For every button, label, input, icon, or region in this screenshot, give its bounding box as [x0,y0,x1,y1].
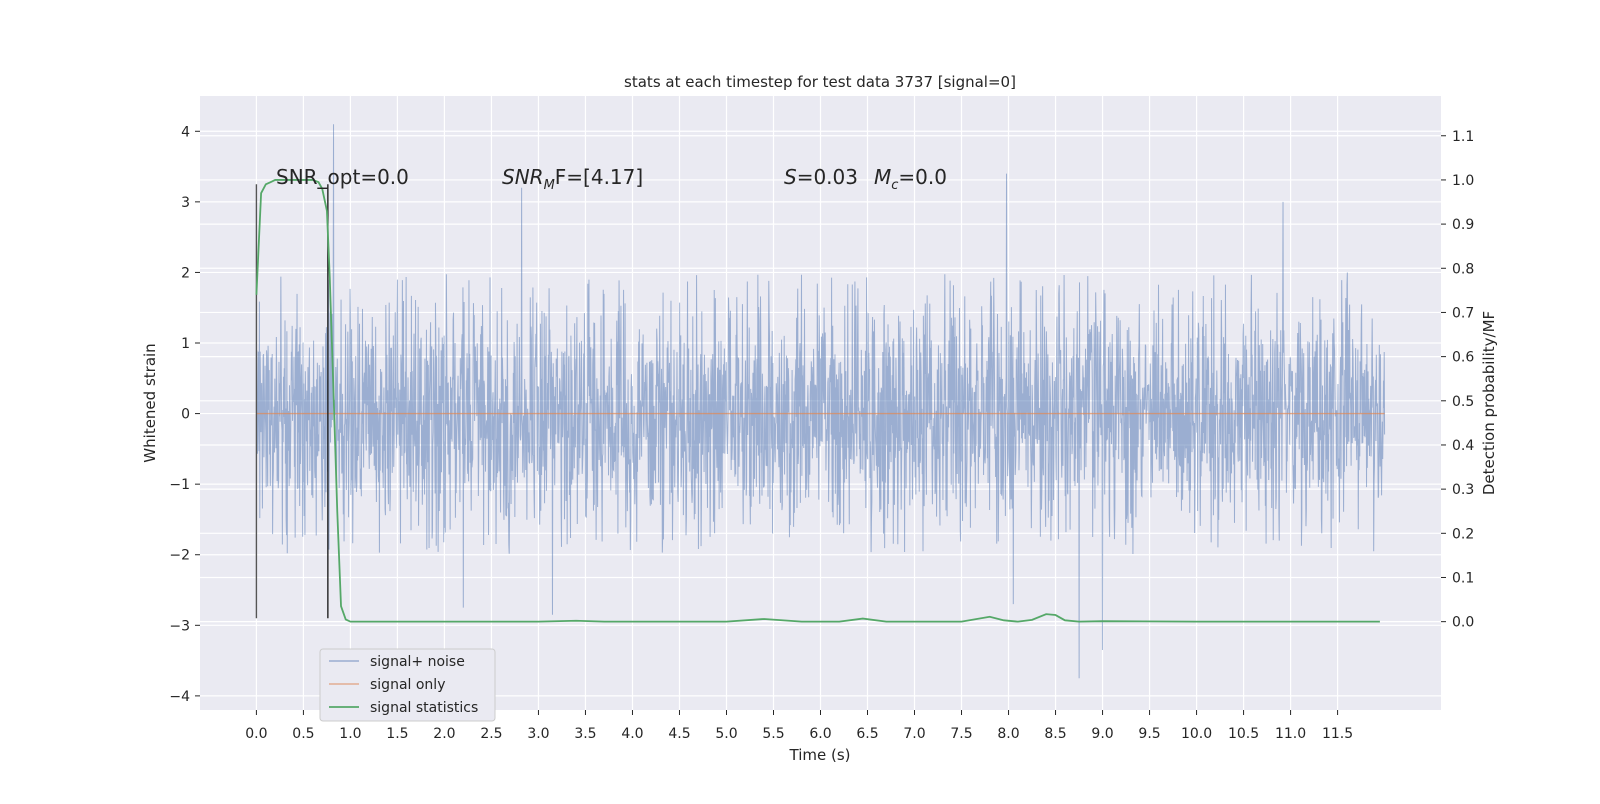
snr-mf-base: SNR [502,165,544,189]
x-tick-label: 5.5 [762,726,784,742]
x-tick-label: 2.0 [433,726,455,742]
y2-tick-label: 1.0 [1452,173,1474,189]
x-tick-label: 5.0 [715,726,737,742]
y-tick-label: 3 [181,195,190,211]
y2-tick-label: 0.1 [1452,570,1474,586]
series-signal-statistics [255,179,1380,623]
annotation-s-mc: S=0.03 Mc=0.0 [784,165,947,193]
x-tick-label: 0.5 [292,726,314,742]
x-tick-label: 7.0 [903,726,925,742]
legend-label-signal-noise: signal+ noise [370,654,465,670]
y2-tick-label: 0.8 [1452,261,1474,277]
x-axis-label: Time (s) [789,746,851,764]
x-tick-label: 11.5 [1322,726,1353,742]
x-tick-label: 3.0 [527,726,549,742]
y2-tick-label: 1.1 [1452,129,1474,145]
y-tick-label: −1 [169,477,190,493]
legend-label-signal-statistics: signal statistics [370,700,478,716]
y-tick-label: 0 [181,407,190,423]
signal-statistics-line [255,179,1380,623]
y-tick-label: 2 [181,265,190,281]
mc-val: =0.0 [898,165,947,189]
y-tick-label: 4 [181,124,190,140]
x-tick-label: 6.0 [809,726,831,742]
marker-lines [255,184,329,619]
chart-title: stats at each timestep for test data 373… [624,73,1016,91]
x-tick-label: 4.5 [668,726,690,742]
y-tick-label: −2 [169,548,190,564]
x-tick-label: 6.5 [856,726,878,742]
tick-labels: 0.0 0.5 1.0 1.5 2.0 2.5 3.0 3.5 4.0 4.5 5.0 5.5 6.0 6… [169,124,1474,742]
y2-tick-label: 0.0 [1452,615,1474,631]
x-tick-label: 1.0 [339,726,361,742]
legend: signal+ noise signal only signal statist… [319,648,496,722]
x-tick-label: 0.0 [245,726,267,742]
x-tick-label: 2.5 [480,726,502,742]
y2-tick-label: 0.6 [1452,350,1474,366]
x-tick-label: 9.0 [1091,726,1113,742]
x-tick-label: 7.5 [950,726,972,742]
mc-var: M [874,165,891,189]
snr-mf-sub: M [544,178,555,193]
signal-noise-line [255,124,1386,679]
x-tick-label: 10.0 [1181,726,1212,742]
y2-tick-label: 0.9 [1452,217,1474,233]
x-tick-label: 8.0 [997,726,1019,742]
y-tick-label: −4 [169,689,190,705]
series-signal-noise [255,124,1386,679]
y2-tick-label: 0.3 [1452,482,1474,498]
y2-tick-label: 0.2 [1452,526,1474,542]
x-tick-label: 3.5 [574,726,596,742]
y2-axis-label: Detection probability/MF [1480,311,1498,495]
legend-box [319,648,496,722]
x-tick-label: 1.5 [386,726,408,742]
y-tick-label: 1 [181,336,190,352]
annotation-snr-mf: SNRMF=[4.17] [502,165,643,193]
x-tick-label: 11.0 [1275,726,1306,742]
x-tick-label: 4.0 [621,726,643,742]
annotation-snr-opt: SNR_opt=0.0 [276,165,409,189]
y2-tick-label: 0.4 [1452,438,1474,454]
s-val: =0.03 [797,165,858,189]
y-axis-label: Whitened strain [141,343,159,462]
y-tick-label: −3 [169,618,190,634]
x-tick-label: 9.5 [1138,726,1160,742]
legend-label-signal-only: signal only [370,677,445,693]
mc-sub: c [891,178,898,193]
snr-mf-rest: F=[4.17] [555,165,643,189]
y2-tick-label: 0.5 [1452,394,1474,410]
y2-tick-label: 0.7 [1452,305,1474,321]
x-tick-label: 8.5 [1044,726,1066,742]
s-var: S [784,165,797,189]
x-tick-label: 10.5 [1228,726,1259,742]
